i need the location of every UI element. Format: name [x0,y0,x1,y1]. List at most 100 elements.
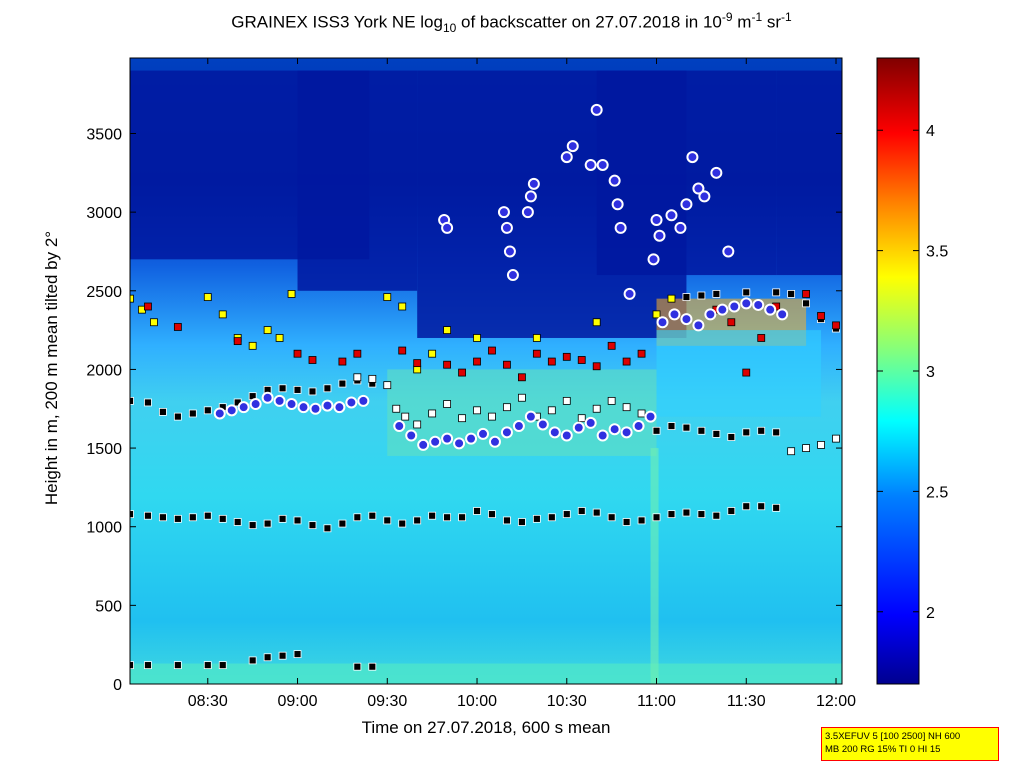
detection-square [398,302,407,311]
colorbar-tick-label: 2 [926,605,935,622]
heatmap-layers [130,70,842,684]
y-tick-label: 1000 [86,520,122,537]
detection-square [130,661,134,670]
detection-square [592,318,601,327]
dark-region [596,70,777,276]
dark-region [776,70,842,276]
detection-square [263,519,272,528]
detection-square [144,661,152,670]
detection-square [607,396,616,405]
detection-square [637,349,646,358]
detection-square [368,374,377,383]
colorbar-tick-label: 4 [926,123,935,140]
detection-square [308,356,317,364]
detection-square [562,510,571,519]
detection-circle [512,420,525,433]
detection-square [233,518,242,526]
detection-square [203,661,212,670]
detection-square [368,662,377,671]
detection-square [323,384,332,393]
y-tick-label: 2500 [86,284,122,301]
detection-circle [584,416,597,429]
detection-square [443,326,452,335]
detection-square [218,310,227,319]
detection-square [323,524,332,533]
detection-square [353,349,362,358]
detection-circle [764,303,777,316]
detection-square [667,294,676,303]
detection-circle [249,398,262,411]
detection-square [383,516,392,525]
detection-square [622,518,631,526]
colorbar-tick-label: 3.5 [926,244,948,261]
vertical-streak [650,448,659,684]
detection-square [159,513,167,522]
detection-square [727,318,736,327]
detection-circle [273,394,286,407]
detection-square [443,400,452,408]
detection-circle [453,437,466,450]
detection-square [401,412,410,421]
detection-circle [647,253,660,266]
detection-square [278,514,287,523]
detection-square [473,406,481,415]
detection-square [130,294,134,303]
detection-square [547,357,556,366]
detection-square [308,387,317,396]
detection-circle [297,401,310,414]
detection-square [532,514,541,523]
detection-square [488,510,496,519]
detection-square [772,428,781,437]
detection-square [697,510,706,519]
detection-circle [225,404,238,417]
detection-square [517,393,526,402]
detection-square [742,502,751,511]
detection-square [458,414,466,423]
detection-square [667,422,676,430]
detection-square [233,337,242,346]
x-tick-label: 10:30 [547,693,587,710]
y-tick-label: 0 [113,677,122,694]
detection-circle [488,435,501,448]
detection-square [263,653,272,662]
detection-square [757,334,766,342]
detection-square [652,310,661,319]
detection-markers [130,103,840,671]
detection-square [503,516,511,525]
detection-circle [620,426,633,439]
detection-square [577,414,586,423]
detection-square [547,406,556,415]
detection-square [637,409,646,418]
detection-square [712,290,721,298]
detection-square [218,661,227,670]
detection-square [503,403,511,412]
detection-square [173,412,182,421]
detection-square [562,352,571,361]
detection-square [398,346,407,355]
colorbar [876,57,920,685]
detection-square [428,349,437,358]
x-tick-label: 09:30 [367,693,407,710]
detection-square [547,513,556,522]
x-tick-label: 08:30 [188,693,228,710]
detection-square [802,290,811,298]
detection-square [308,521,317,530]
plot-frame [129,57,843,685]
detection-circle [692,319,705,332]
detection-circle [285,398,298,411]
detection-square [458,368,466,377]
y-tick-label: 3500 [86,126,122,143]
detection-square [383,381,392,390]
detection-square [652,513,661,522]
detection-square [353,662,362,671]
detection-square [188,513,197,522]
detection-circle [536,418,549,431]
detection-circle [698,190,711,203]
detection-square [278,384,287,393]
detection-square [757,502,766,511]
detection-circle [665,209,678,222]
detection-square [293,385,302,394]
detection-circle [548,426,561,439]
detection-square [293,650,302,659]
detection-square [248,341,257,350]
